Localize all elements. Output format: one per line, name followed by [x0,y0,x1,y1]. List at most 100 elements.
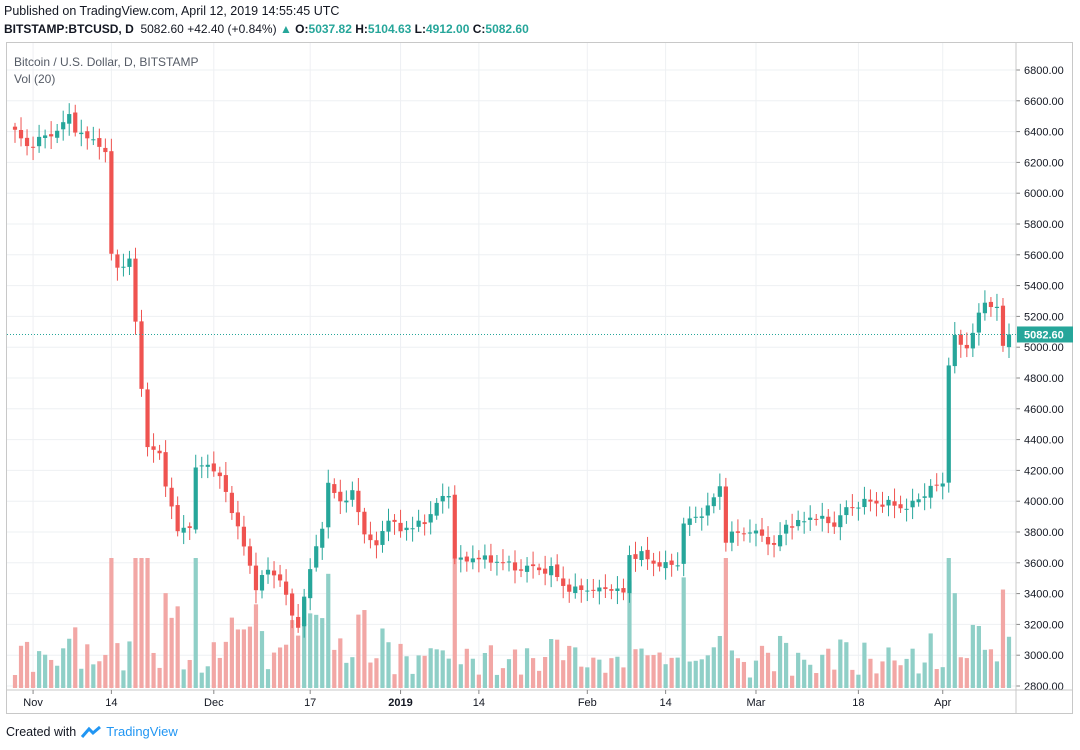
last-price-tag-label: 5082.60 [1024,329,1064,341]
candle-body [808,517,813,520]
candle-body [856,507,861,509]
candle-body [609,589,614,591]
volume-bar [458,664,463,688]
candle-body [645,549,650,560]
grid [7,43,1016,690]
candle-body [332,484,337,493]
candle-body [717,486,722,497]
candle-body [530,564,536,567]
candle-body [247,546,253,566]
price-tick-label: 5600.00 [1024,250,1064,262]
candle-body [663,562,668,569]
volume-bar [970,624,975,688]
volume-bar [699,659,704,688]
candle-body [916,499,921,503]
candle-body [844,507,849,516]
candle-body [868,499,873,502]
last-price-tag [1017,326,1073,343]
volume-bar [579,666,584,688]
candle-body [898,504,903,509]
candle-body [320,528,325,548]
price-tick-label: 3200.00 [1024,619,1064,631]
candle-body [241,526,247,547]
volume-bar [151,652,156,688]
time-tick-label: 14 [473,697,485,709]
volume-bar [247,626,253,688]
volume-bar [741,661,747,688]
volume-bar [368,662,373,688]
candle-body [675,565,680,567]
candle-body [735,531,741,533]
candle-body [464,556,469,562]
volume-bar [874,673,879,688]
candle-body [555,564,560,577]
volume-bar [175,606,180,688]
volume-bar [597,659,602,688]
volume-bar [802,659,807,688]
volume-bar [97,661,102,688]
candle-body [121,266,126,268]
candle-body [217,472,222,477]
last-price-marker: 5082.60 [7,326,1073,343]
volume-bar [181,669,186,688]
volume-bar [633,649,638,688]
volume-bar [994,661,1000,688]
candle-body [543,568,548,574]
volume-bar [850,669,855,688]
volume-bar [350,657,355,688]
high-value: 5104.63 [367,22,412,36]
volume-bar [988,649,994,688]
candle-body [796,519,801,527]
candle-body [49,134,54,137]
volume-bar [922,662,927,688]
price-tick-label: 5800.00 [1024,219,1064,231]
candle-body [97,138,102,147]
volume-bar [759,645,765,688]
candle-body [741,533,747,535]
candle-body [723,486,728,543]
volume-bar [103,654,108,688]
volume-bar [585,667,590,688]
volume-bar [205,666,210,688]
low-label: L: [414,22,426,36]
candle-body [699,516,704,518]
tradingview-brand[interactable]: TradingView [106,724,178,739]
volume-bar [241,629,247,688]
candle-body [771,543,777,545]
volume-bar [392,674,397,688]
candle-body [657,562,662,567]
candle-body [169,487,174,507]
volume-bar [561,660,566,688]
volume-bar [314,614,319,688]
candle-body [476,557,481,560]
symbol-ohlc-row: BITSTAMP:BTCUSD, D 5082.60 +42.40 (+0.84… [4,22,529,36]
volume-bar [49,659,54,688]
candle-body [127,258,132,267]
candle-body [326,482,331,528]
volume-bar [127,641,132,688]
candle-body [910,500,915,508]
volume-bar [573,647,578,688]
volume-bar [1006,636,1012,688]
volume-bar [362,610,367,688]
candle-body [892,501,897,506]
volume-bar [784,642,789,688]
candle-body [91,139,96,141]
price-tick-label: 3400.00 [1024,589,1064,601]
candle-body [404,527,409,531]
candle-body [765,536,771,545]
candle-body [199,465,204,467]
candle-body [43,135,48,138]
chart-frame[interactable] [6,42,1073,714]
volume-bar [440,650,445,688]
volume-bars [12,558,1012,688]
candle-body [627,555,632,594]
candle-body [344,500,349,503]
candle-body [380,531,385,545]
candle-body [669,560,674,565]
volume-bar [898,665,903,688]
volume-bar [332,649,337,688]
price-tick-label: 4800.00 [1024,373,1064,385]
up-triangle-icon: ▲ [279,22,292,36]
